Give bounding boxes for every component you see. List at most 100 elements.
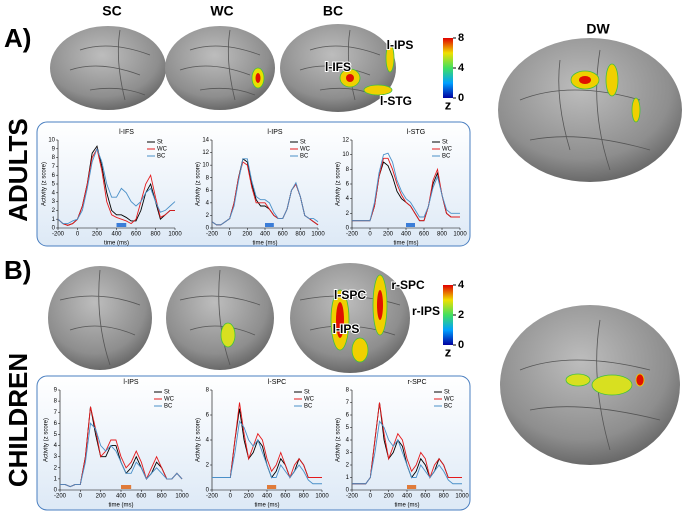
region-label: l-SPC xyxy=(334,288,366,302)
y-tick-label: 0 xyxy=(206,226,210,232)
chart-title: l-IPS xyxy=(267,129,283,136)
y-axis-label: Activity (z score) xyxy=(196,162,202,206)
stimulus-window xyxy=(407,485,417,489)
y-axis-label: Activity (z score) xyxy=(42,162,48,206)
y-tick-label: 9 xyxy=(52,146,56,152)
y-tick-label: 0 xyxy=(54,488,58,494)
x-tick-label: 600 xyxy=(136,494,147,500)
x-tick-label: 800 xyxy=(437,232,448,238)
series-line xyxy=(352,152,460,222)
series-line xyxy=(57,147,176,225)
x-tick-label: 1000 xyxy=(311,232,325,238)
x-tick-label: 200 xyxy=(384,494,395,500)
y-tick-label: 1 xyxy=(346,475,350,481)
y-tick-label: 4 xyxy=(206,438,210,444)
legend-label: BC xyxy=(164,404,173,410)
x-tick-label: 200 xyxy=(96,494,107,500)
y-tick-label: 2 xyxy=(52,208,56,214)
series-line xyxy=(212,420,322,485)
y-tick-label: 9 xyxy=(54,388,58,394)
x-axis-label: time (ms) xyxy=(253,241,278,247)
x-tick-label: 400 xyxy=(401,232,412,238)
group-label: ADULTS xyxy=(3,118,33,222)
x-tick-label: -200 xyxy=(206,232,219,238)
series-line xyxy=(211,158,319,226)
legend-label: BC xyxy=(157,154,166,160)
x-tick-label: 200 xyxy=(244,494,255,500)
x-axis-label: time (ms) xyxy=(395,503,420,509)
panel-letter: A) xyxy=(4,23,31,53)
y-tick-label: 0 xyxy=(52,226,56,232)
y-tick-label: 5 xyxy=(346,425,350,431)
column-label: WC xyxy=(210,3,233,19)
legend-label: WC xyxy=(304,397,315,403)
legend-label: St xyxy=(157,140,163,146)
x-axis-label: time (ms) xyxy=(255,503,280,509)
region-label: r-IPS xyxy=(412,304,440,318)
chart-title: l-IPS xyxy=(123,379,139,386)
y-tick-label: 0 xyxy=(346,488,350,494)
x-tick-label: 600 xyxy=(420,494,431,500)
y-tick-label: 4 xyxy=(346,438,350,444)
panel-box xyxy=(36,121,471,247)
x-tick-label: 0 xyxy=(368,232,372,238)
y-tick-label: 0 xyxy=(346,226,350,232)
y-axis-label: Activity (z score) xyxy=(44,418,50,462)
x-tick-label: 600 xyxy=(419,232,430,238)
legend-label: WC xyxy=(300,147,311,153)
y-tick-label: 14 xyxy=(202,138,209,144)
x-tick-label: 600 xyxy=(280,494,291,500)
chart-title: l-SPC xyxy=(268,379,286,386)
x-tick-label: -200 xyxy=(206,494,219,500)
panel-letter: B) xyxy=(4,255,31,285)
x-tick-label: 800 xyxy=(295,232,306,238)
region-label: l-IFS xyxy=(325,60,351,74)
legend-label: BC xyxy=(442,154,451,160)
legend-label: WC xyxy=(157,147,168,153)
x-axis-label: time (ms) xyxy=(104,241,129,247)
y-tick-label: 2 xyxy=(206,213,210,219)
y-tick-label: 8 xyxy=(346,167,350,173)
region-label: r-SPC xyxy=(391,278,425,292)
y-tick-label: 5 xyxy=(52,182,56,188)
y-axis-label: Activity (z score) xyxy=(196,418,202,462)
x-tick-label: 0 xyxy=(229,494,233,500)
legend-label: St xyxy=(444,390,450,396)
legend-label: WC xyxy=(164,397,175,403)
x-axis-label: time (ms) xyxy=(394,241,419,247)
x-tick-label: 400 xyxy=(111,232,122,238)
y-tick-label: 7 xyxy=(346,400,350,406)
legend-label: BC xyxy=(444,404,453,410)
y-tick-label: 2 xyxy=(346,211,350,217)
column-label: SC xyxy=(102,3,121,19)
x-tick-label: 0 xyxy=(369,494,373,500)
legend-label: WC xyxy=(442,147,453,153)
chart-title: l-IFS xyxy=(119,129,134,136)
x-axis-label: time (ms) xyxy=(109,503,134,509)
colorbar-tick-label: 4 xyxy=(458,62,465,74)
y-tick-label: 4 xyxy=(206,200,210,206)
colorbar-label: z xyxy=(445,344,452,359)
series-line xyxy=(60,422,183,488)
x-tick-label: 800 xyxy=(150,232,161,238)
x-tick-label: 400 xyxy=(402,494,413,500)
x-tick-label: -200 xyxy=(54,494,67,500)
legend-label: St xyxy=(442,140,448,146)
y-tick-label: 10 xyxy=(342,152,349,158)
x-tick-label: 200 xyxy=(242,232,253,238)
colorbar-tick-label: 8 xyxy=(458,32,464,44)
x-tick-label: -200 xyxy=(346,494,359,500)
y-tick-label: 8 xyxy=(54,399,58,405)
y-tick-label: 3 xyxy=(52,199,56,205)
legend-label: St xyxy=(300,140,306,146)
x-tick-label: 0 xyxy=(76,232,80,238)
x-tick-label: 0 xyxy=(79,494,83,500)
y-tick-label: 1 xyxy=(54,476,58,482)
y-tick-label: 2 xyxy=(206,463,210,469)
y-tick-label: 8 xyxy=(206,388,210,394)
y-tick-label: 6 xyxy=(54,421,58,427)
y-tick-label: 10 xyxy=(48,138,55,144)
legend-label: BC xyxy=(304,404,313,410)
y-tick-label: 8 xyxy=(52,155,56,161)
